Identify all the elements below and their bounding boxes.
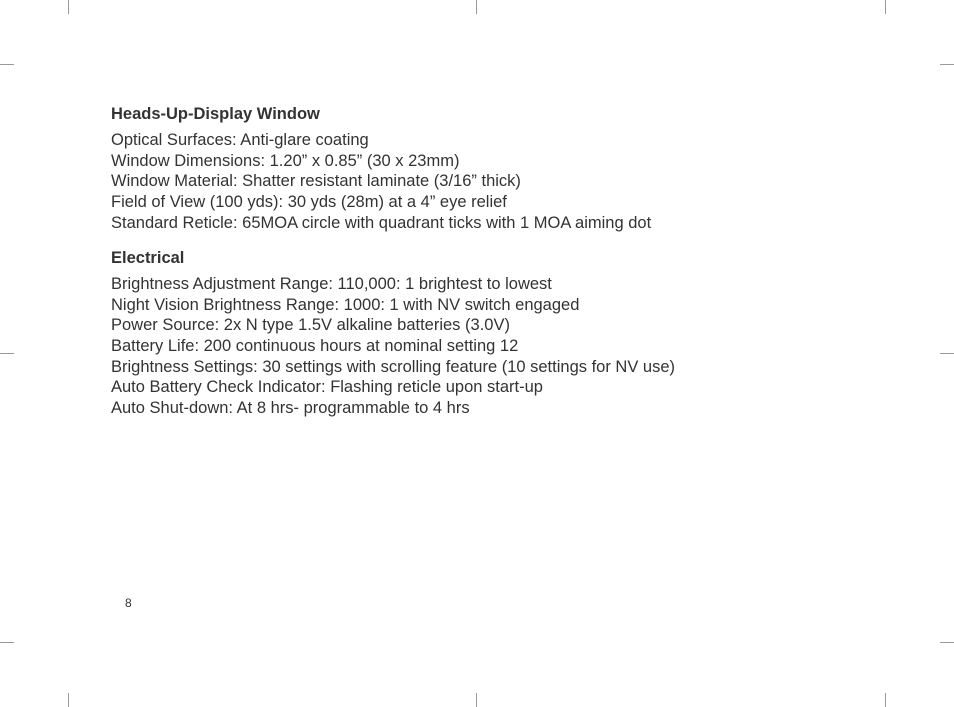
crop-mark — [885, 0, 886, 14]
spec-line: Night Vision Brightness Range: 1000: 1 w… — [111, 295, 871, 316]
spec-line: Power Source: 2x N type 1.5V alkaline ba… — [111, 315, 871, 336]
crop-mark — [0, 353, 14, 354]
crop-mark — [0, 64, 14, 65]
crop-mark — [940, 642, 954, 643]
spec-line: Auto Shut-down: At 8 hrs- programmable t… — [111, 398, 871, 419]
spec-line: Field of View (100 yds): 30 yds (28m) at… — [111, 192, 871, 213]
crop-mark — [885, 693, 886, 707]
crop-mark — [68, 693, 69, 707]
crop-mark — [476, 0, 477, 14]
crop-mark — [940, 353, 954, 354]
crop-mark — [0, 642, 14, 643]
spec-line: Battery Life: 200 continuous hours at no… — [111, 336, 871, 357]
spec-line: Auto Battery Check Indicator: Flashing r… — [111, 377, 871, 398]
spec-line: Optical Surfaces: Anti-glare coating — [111, 130, 871, 151]
section-electrical: Electrical Brightness Adjustment Range: … — [111, 249, 871, 418]
section-heading: Electrical — [111, 249, 871, 268]
spec-line: Brightness Settings: 30 settings with sc… — [111, 357, 871, 378]
page-content: Heads-Up-Display Window Optical Surfaces… — [111, 105, 871, 435]
spec-line: Standard Reticle: 65MOA circle with quad… — [111, 213, 871, 234]
section-hud: Heads-Up-Display Window Optical Surfaces… — [111, 105, 871, 233]
page-number: 8 — [125, 596, 132, 610]
spec-line: Window Dimensions: 1.20” x 0.85” (30 x 2… — [111, 151, 871, 172]
crop-mark — [476, 693, 477, 707]
spec-line: Window Material: Shatter resistant lamin… — [111, 171, 871, 192]
section-heading: Heads-Up-Display Window — [111, 105, 871, 124]
crop-mark — [940, 64, 954, 65]
spec-line: Brightness Adjustment Range: 110,000: 1 … — [111, 274, 871, 295]
crop-mark — [68, 0, 69, 14]
